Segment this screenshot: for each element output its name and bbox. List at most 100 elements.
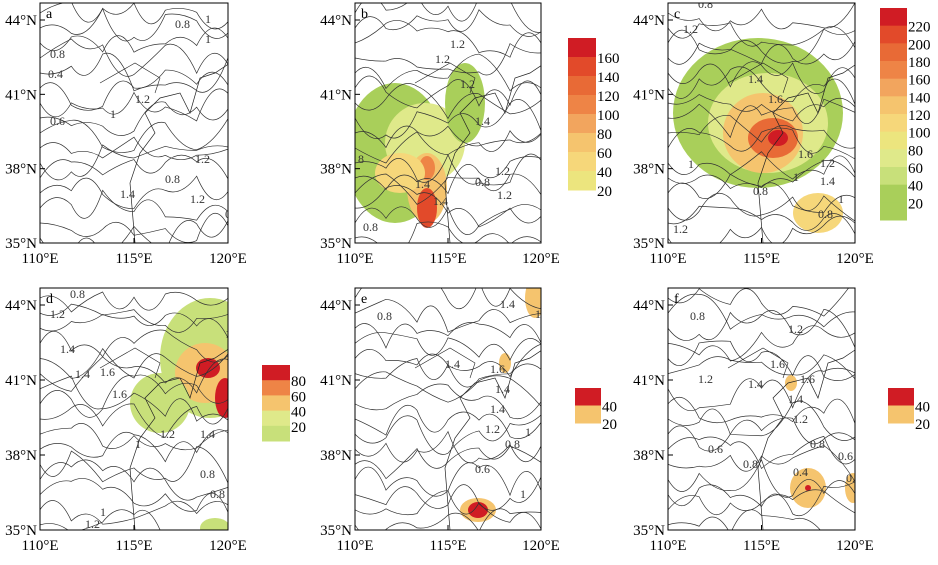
y-tick-label: 35°N: [320, 236, 352, 252]
contour-line: [355, 185, 541, 228]
contour-label: 1.6: [225, 327, 240, 341]
contour-label: 0.8: [475, 175, 490, 189]
y-tick-label: 41°N: [633, 373, 665, 389]
contour-line: [355, 508, 541, 530]
contour-label: 1: [838, 192, 844, 206]
y-tick-label: 35°N: [5, 523, 37, 539]
contour-line: [355, 20, 541, 58]
colorbar-label: 200: [908, 37, 931, 53]
coastline: [129, 348, 228, 530]
colorbar-label: 140: [597, 70, 620, 86]
contour-line: [355, 153, 541, 186]
panel-letter: e: [361, 292, 367, 307]
colorbar-segment: [880, 61, 907, 80]
y-tick-label: 44°N: [633, 13, 665, 29]
contour-line: [668, 367, 855, 412]
contour-label: 1.2: [673, 222, 688, 236]
contour-line: [40, 101, 228, 136]
x-tick-label: 110°E: [336, 538, 373, 554]
contour-line: [668, 288, 850, 317]
contour-label: 1.4: [495, 382, 510, 396]
colorbar-segment: [568, 133, 596, 153]
contour-line: [668, 41, 855, 65]
contour-line: [668, 127, 855, 160]
contour-line: [668, 293, 855, 330]
contour-label: 1.2: [698, 372, 713, 386]
contour-line: [40, 219, 228, 243]
panel-letter: b: [361, 7, 368, 22]
contour-label: 0.8: [743, 457, 758, 471]
x-tick-label: 115°E: [429, 538, 466, 554]
colorbar-segment: [568, 76, 596, 96]
contour-label: 1.4: [820, 174, 835, 188]
contour-line: [668, 340, 855, 381]
colorbar: 160 140 120 100 80 60 40 20: [568, 38, 620, 200]
colorbar-segment: [262, 425, 290, 442]
colorbar-segment: [888, 405, 914, 424]
colorbar-label: 100: [908, 126, 931, 142]
contour-line: [355, 125, 541, 149]
panel-c: 0.81.21.41.61.61 1.41.210.80.81.21c44°N41…: [633, 0, 931, 267]
x-tick-label: 110°E: [21, 251, 58, 267]
contour-line: [668, 325, 855, 362]
contour-label: 0.6: [846, 471, 861, 485]
contour-line: [40, 329, 228, 363]
panel-letter: c: [674, 7, 680, 22]
contour-label: 1.2: [195, 152, 210, 166]
colorbar-label: 40: [291, 405, 306, 421]
y-tick-label: 38°N: [320, 162, 352, 178]
x-tick-label: 115°E: [429, 251, 466, 267]
colorbar-segment: [880, 184, 907, 203]
contour-line: [668, 509, 821, 530]
contour-line: [40, 390, 228, 422]
contour-label: 1.4: [475, 114, 490, 128]
contour-label: 0.6: [475, 462, 490, 476]
shaded-region: [805, 485, 811, 491]
contour-line: [668, 396, 855, 424]
x-tick-label: 120°E: [522, 538, 560, 554]
contour-line: [40, 429, 228, 463]
contour-line: [668, 400, 855, 441]
contour-line: [668, 26, 855, 64]
contour-label: 0.8: [50, 47, 65, 61]
boundary-line: [727, 347, 789, 379]
colorbar-label: 60: [597, 146, 612, 162]
contour-label: 1.4: [788, 392, 803, 406]
contour-label: 1.4: [60, 342, 75, 356]
colorbar-segment: [262, 395, 290, 412]
contour-line: [355, 53, 541, 92]
contour-line: [668, 417, 855, 452]
contour-line: [668, 205, 855, 235]
y-tick-label: 41°N: [5, 373, 37, 389]
colorbar-label: 160: [908, 73, 931, 89]
colorbar-segment: [568, 114, 596, 134]
contour-label: 1.6: [768, 92, 783, 106]
contour-label: 1.2: [190, 192, 205, 206]
contour-line: [40, 189, 228, 221]
contour-line: [355, 476, 541, 511]
colorbar-segment: [568, 95, 596, 115]
contour-label: 1.2: [160, 427, 175, 441]
contour-line: [40, 69, 228, 111]
shaded-region: [845, 473, 855, 503]
colorbar-segment: [880, 43, 907, 62]
contour-line: [355, 322, 541, 349]
contour-label: 0.6: [50, 114, 65, 128]
contour-line: [355, 490, 541, 530]
contour-label: 0.4: [48, 67, 63, 81]
contour-line: [355, 204, 541, 235]
panel-a: 0.8 0.4 0.6 1 1.2 1.2 1.2 1.4 0.8 1 0.8 1 0. a 44°N 41°…: [5, 2, 247, 267]
contour-label: 0.8: [698, 0, 713, 11]
shaded-region: [417, 188, 437, 228]
y-tick-label: 35°N: [633, 236, 665, 252]
colorbar-label: 40: [597, 165, 612, 181]
contour-line: [40, 356, 228, 394]
shaded-region: [215, 378, 228, 418]
contour-line: [40, 154, 228, 180]
shaded-region: [499, 353, 511, 373]
panel-e: 0.8 1.4 1.6 1.4 1.6 1.4 1.4 1.2 1 0.8 0.6 1 e 44°N 41°…: [320, 287, 617, 554]
contour-label: 1: [135, 437, 141, 451]
panel-letter: d: [46, 292, 53, 307]
contour-label: 1: [793, 170, 799, 184]
